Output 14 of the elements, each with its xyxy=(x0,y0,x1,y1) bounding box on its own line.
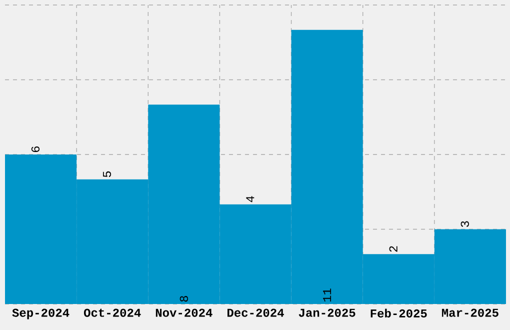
x-tick-label: Feb-2025 xyxy=(370,308,427,318)
x-tick-label: Nov-2024 xyxy=(156,308,212,317)
data-label: 11 xyxy=(323,288,332,302)
data-label: 2 xyxy=(389,246,398,252)
x-tick-label: Sep-2024 xyxy=(12,308,70,320)
x-tick-label: Dec-2024 xyxy=(227,308,284,317)
x-tick-label: Jan-2025 xyxy=(298,308,356,317)
data-label: 4 xyxy=(246,196,254,202)
data-label: 3 xyxy=(460,221,469,227)
x-tick-label: Mar-2025 xyxy=(442,308,498,317)
data-label: 8 xyxy=(180,296,188,302)
data-label: 6 xyxy=(31,146,40,152)
x-tick-label: Oct-2024 xyxy=(84,308,141,317)
data-label: 5 xyxy=(103,171,112,178)
